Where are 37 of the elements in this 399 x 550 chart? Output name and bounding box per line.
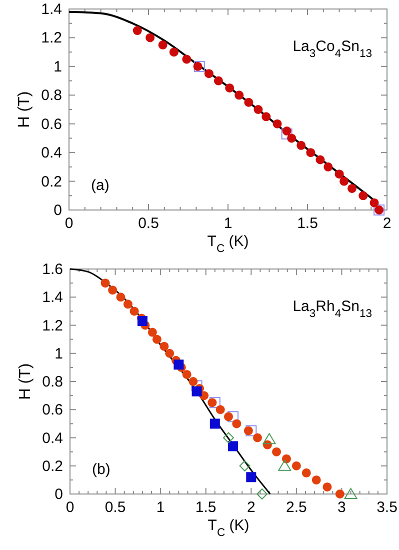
y-tick-label: 0.6 [41,116,62,133]
x-tick-label: 3.5 [376,499,398,516]
x-tick-label: 1.5 [195,499,216,516]
x-tick-label: 1.5 [297,215,318,232]
y-axis-title: H (T) [16,91,33,128]
annotation: La$_{3}$Co$_{4}$Sn$_{13}$ [292,38,372,60]
annotation: La$_{3}$Rh$_{4}$Sn$_{13}$ [292,298,372,320]
x-tick-label: 1 [156,499,165,516]
y-tick-label: 0.8 [42,374,63,390]
annotation: (a) [91,177,110,194]
y-axis-title: H (T) [17,363,34,400]
y-tick-label: 1.4 [41,1,62,18]
x-tick-label: 0.5 [104,499,126,516]
y-tick-label: 1.2 [41,30,62,47]
y-tick-label: 1.2 [42,317,63,334]
y-tick-label: 1.4 [42,289,63,306]
x-tick-label: 1 [224,215,232,232]
y-tick-label: 1 [54,58,62,76]
annotation: (b) [92,461,110,478]
y-tick-label: 0.2 [41,173,62,190]
x-axis-title: T$_{C}$ (K) [208,517,250,539]
x-tick-label: 2.5 [286,499,307,516]
x-tick-label: 3 [338,499,346,516]
x-axis-title: T$_{C}$ (K) [207,233,249,255]
x-tick-label: 2 [382,215,392,232]
x-tick-label: 2 [246,499,256,516]
y-tick-label: 0.4 [42,430,63,447]
x-tick-label: 0 [66,499,74,516]
x-tick-label: 0.5 [138,215,159,232]
y-tick-label: 0 [54,202,62,219]
y-tick-label: 0.6 [42,402,63,419]
y-tick-label: 0 [54,486,63,503]
y-tick-label: 0.2 [42,458,63,475]
y-tick-label: 0.4 [41,144,62,162]
y-tick-label: 0.8 [41,87,62,104]
y-tick-label: 1 [54,345,63,362]
y-tick-label: 1.6 [42,261,63,278]
